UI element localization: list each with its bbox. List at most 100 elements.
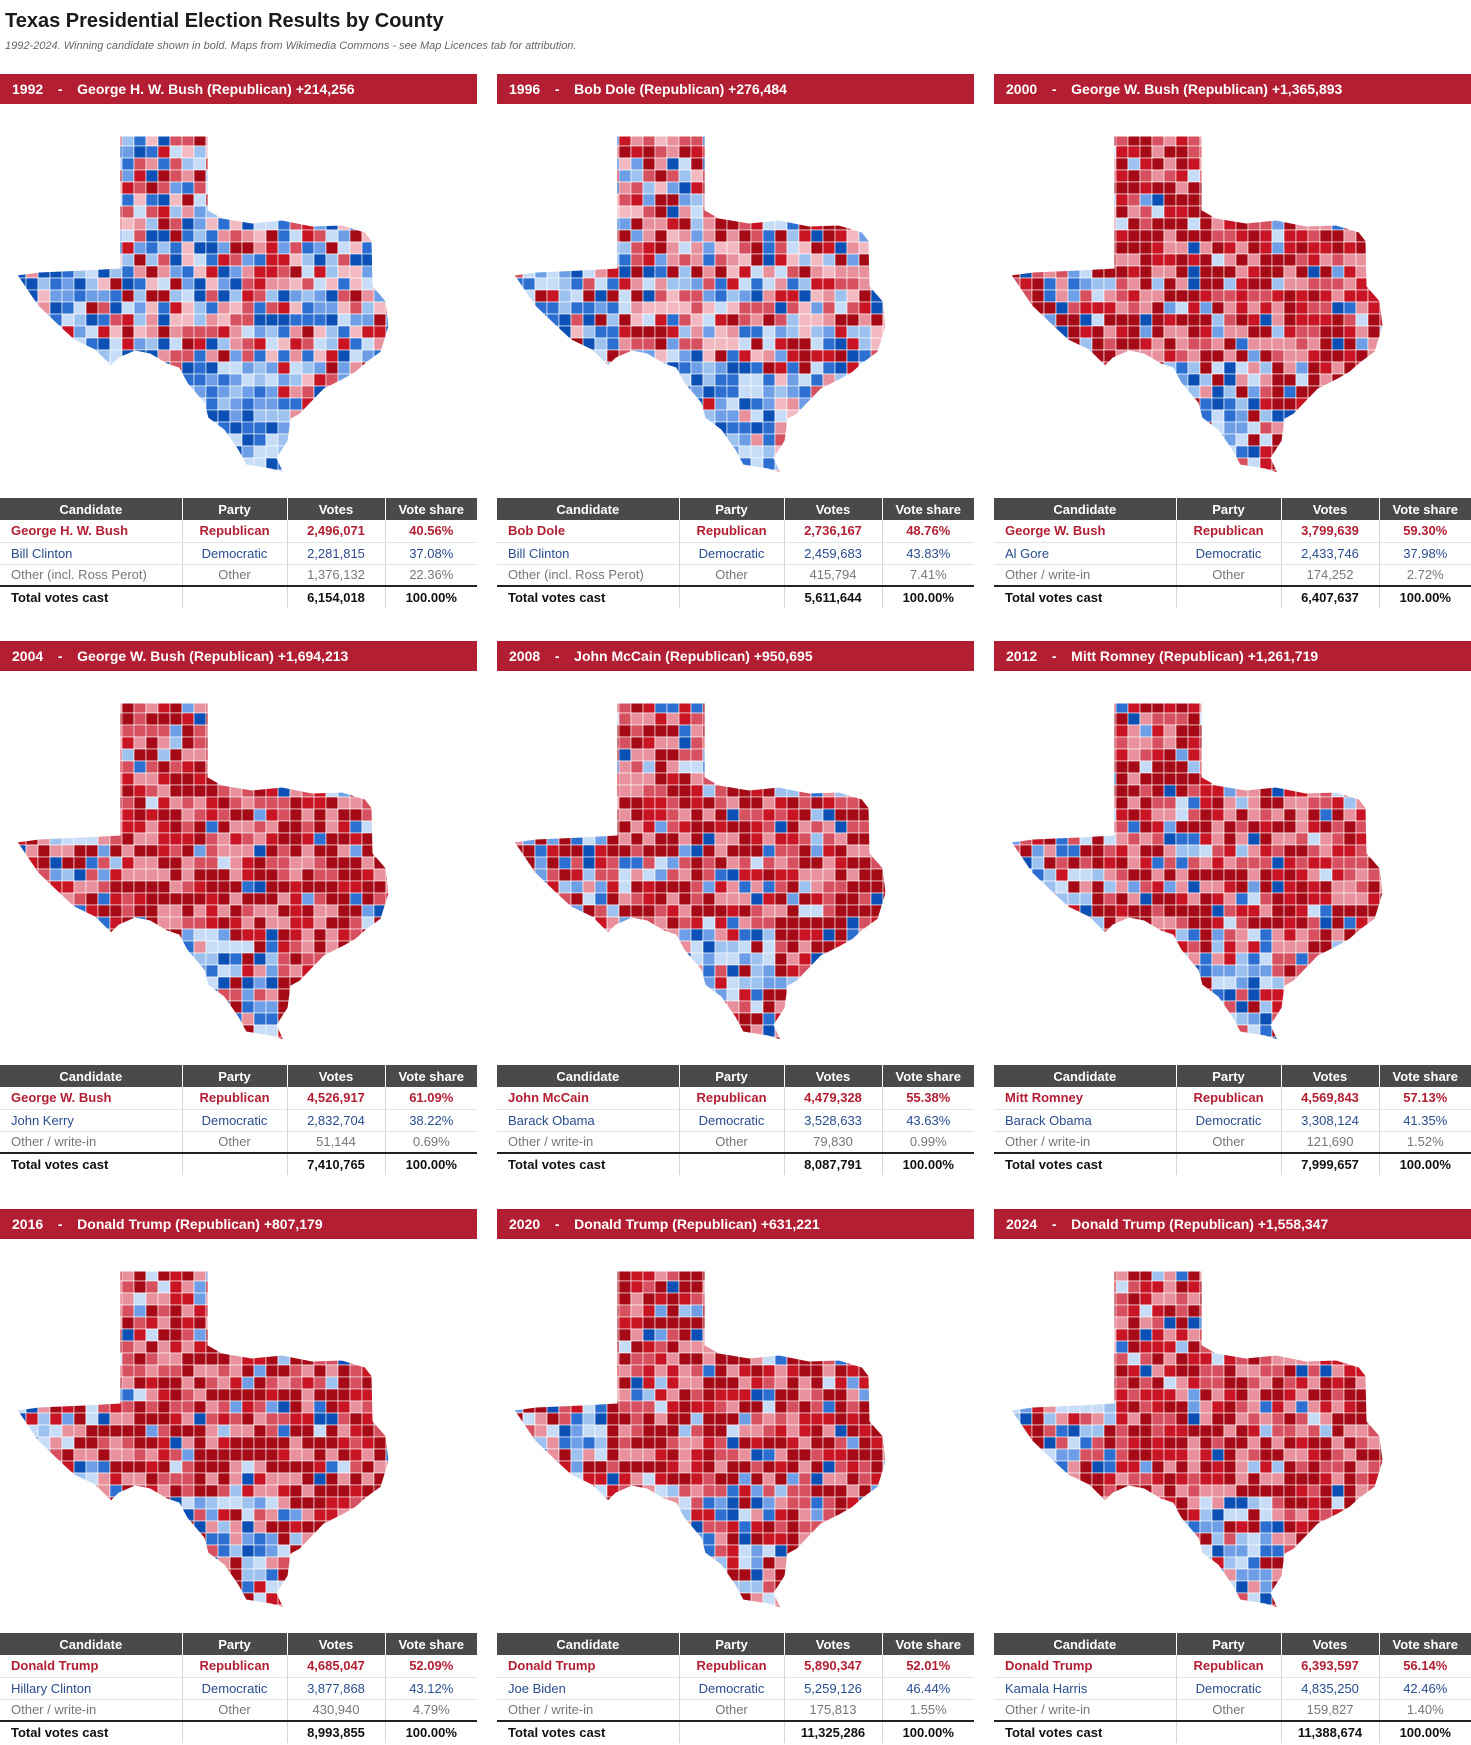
county-cell bbox=[786, 904, 800, 918]
county-cell bbox=[1319, 457, 1333, 471]
county-cell bbox=[193, 445, 207, 459]
county-cell bbox=[606, 277, 620, 291]
county-cell bbox=[157, 145, 171, 159]
county-cell bbox=[1043, 469, 1057, 473]
county-cell bbox=[522, 205, 536, 219]
county-cell bbox=[1259, 157, 1273, 171]
county-cell bbox=[666, 808, 680, 822]
county-cell bbox=[121, 421, 135, 435]
county-cell bbox=[810, 217, 824, 231]
county-cell bbox=[762, 241, 776, 255]
county-cell bbox=[1127, 397, 1141, 411]
county-cell bbox=[1019, 457, 1033, 471]
county-cell bbox=[145, 325, 159, 339]
county-cell bbox=[361, 703, 375, 714]
county-cell bbox=[181, 421, 195, 435]
county-cell bbox=[1103, 397, 1117, 411]
county-cell bbox=[37, 136, 51, 147]
county-cell bbox=[193, 169, 207, 183]
county-cell bbox=[822, 469, 836, 473]
candidate-row: Barack Obama Democratic 3,528,633 43.63% bbox=[497, 1109, 974, 1132]
county-cell bbox=[325, 820, 339, 834]
county-cell bbox=[337, 952, 351, 966]
county-cell bbox=[145, 421, 159, 435]
county-cell bbox=[337, 157, 351, 171]
county-cell bbox=[810, 361, 824, 375]
county-cell bbox=[654, 181, 668, 195]
county-cell bbox=[133, 928, 147, 942]
county-cell bbox=[642, 832, 656, 846]
county-cell bbox=[1235, 724, 1249, 738]
county-cell bbox=[1019, 397, 1033, 411]
county-cell bbox=[762, 892, 776, 906]
county-cell bbox=[690, 253, 704, 267]
county-cell bbox=[145, 712, 159, 726]
county-cell bbox=[1151, 361, 1165, 375]
county-cell bbox=[594, 349, 608, 363]
county-cell bbox=[558, 301, 572, 315]
county-cell bbox=[642, 457, 656, 471]
county-cell bbox=[325, 337, 339, 351]
county-cell bbox=[738, 976, 752, 990]
county-cell bbox=[858, 736, 872, 750]
county-cell bbox=[1247, 712, 1261, 726]
county-cell bbox=[762, 385, 776, 399]
county-cell bbox=[265, 808, 279, 822]
county-cell bbox=[726, 988, 740, 1002]
county-cell bbox=[714, 217, 728, 231]
county-cell bbox=[678, 241, 692, 255]
county-cell bbox=[385, 409, 389, 423]
county-cell bbox=[385, 265, 389, 279]
county-cell bbox=[253, 976, 267, 990]
county-cell bbox=[37, 1036, 51, 1040]
county-cell bbox=[798, 193, 812, 207]
county-cell bbox=[642, 784, 656, 798]
county-cell bbox=[313, 712, 327, 726]
county-cell bbox=[858, 397, 872, 411]
county-cell bbox=[726, 145, 740, 159]
county-cell bbox=[241, 421, 255, 435]
county-cell bbox=[1223, 229, 1237, 243]
county-cell bbox=[1031, 421, 1045, 435]
county-cell bbox=[133, 301, 147, 315]
county-cell bbox=[810, 445, 824, 459]
county-cell bbox=[570, 277, 584, 291]
county-cell bbox=[606, 361, 620, 375]
county-cell bbox=[870, 928, 884, 942]
county-cell bbox=[570, 928, 584, 942]
county-cell bbox=[85, 832, 99, 846]
county-cell bbox=[690, 856, 704, 870]
county-cell bbox=[313, 892, 327, 906]
county-cell bbox=[798, 1024, 812, 1038]
county-cell bbox=[1307, 181, 1321, 195]
county-cell bbox=[654, 265, 668, 279]
county-cell bbox=[678, 337, 692, 351]
county-cell bbox=[774, 181, 788, 195]
county-cell bbox=[1199, 229, 1213, 243]
county-cell bbox=[145, 940, 159, 954]
county-cell bbox=[25, 784, 39, 798]
county-cell bbox=[313, 301, 327, 315]
county-cell bbox=[1211, 136, 1225, 147]
county-cell bbox=[361, 880, 375, 894]
county-cell bbox=[546, 337, 560, 351]
county-cell bbox=[1127, 373, 1141, 387]
county-cell bbox=[37, 445, 51, 459]
county-cell bbox=[1295, 136, 1309, 147]
county-cell bbox=[750, 988, 764, 1002]
county-cell bbox=[1259, 703, 1273, 714]
county-cell bbox=[169, 277, 183, 291]
county-cell bbox=[750, 784, 764, 798]
county-cell bbox=[277, 916, 291, 930]
county-cell bbox=[762, 952, 776, 966]
county-cell bbox=[774, 964, 788, 978]
county-cell bbox=[690, 169, 704, 183]
county-cell bbox=[1235, 265, 1249, 279]
county-cell bbox=[277, 373, 291, 387]
county-cell bbox=[373, 397, 387, 411]
county-cell bbox=[606, 409, 620, 423]
county-cell bbox=[690, 409, 704, 423]
county-cell bbox=[1079, 712, 1093, 726]
county-cell bbox=[145, 361, 159, 375]
county-cell bbox=[229, 964, 243, 978]
